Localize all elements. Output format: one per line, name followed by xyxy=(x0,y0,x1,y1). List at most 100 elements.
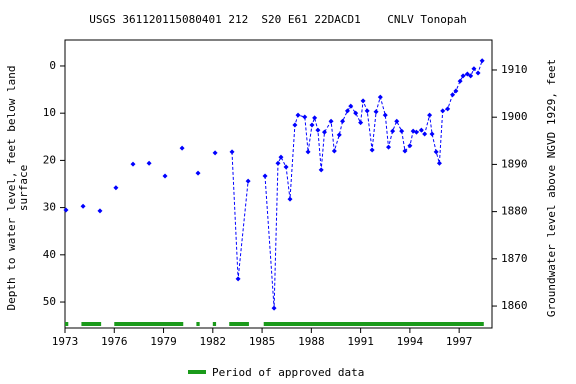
data-point xyxy=(479,58,485,64)
data-point xyxy=(344,108,350,114)
x-tick-label: 1973 xyxy=(52,335,79,348)
data-point xyxy=(312,115,318,121)
data-point xyxy=(212,150,218,156)
data-point xyxy=(348,103,354,109)
data-point xyxy=(407,143,413,149)
data-point xyxy=(315,127,321,133)
data-point xyxy=(445,106,451,112)
data-point xyxy=(390,128,396,134)
data-point xyxy=(229,149,235,155)
approved-period xyxy=(212,322,217,326)
y-tick-label: 30 xyxy=(43,201,56,214)
data-point xyxy=(295,112,301,118)
data-point xyxy=(309,122,315,128)
chart-title: USGS 361120115080401 212 S20 E61 22DACD1… xyxy=(89,13,467,26)
approved-period xyxy=(114,322,184,326)
data-point xyxy=(399,128,405,134)
data-point xyxy=(427,112,433,118)
data-point xyxy=(331,148,337,154)
x-tick-label: 1976 xyxy=(101,335,128,348)
data-point xyxy=(418,127,424,133)
data-point xyxy=(275,160,281,166)
data-point xyxy=(162,173,168,179)
x-tick-label: 1982 xyxy=(200,335,227,348)
y-tick-label: 40 xyxy=(43,248,56,261)
data-point xyxy=(245,178,251,184)
y2-axis-label: Groundwater level above NGVD 1929, feet xyxy=(545,59,558,317)
x-tick-label: 1997 xyxy=(446,335,473,348)
data-point xyxy=(460,73,466,79)
data-point xyxy=(340,118,346,124)
data-point xyxy=(328,118,334,124)
data-point xyxy=(436,160,442,166)
y2-tick-label: 1860 xyxy=(501,299,528,312)
data-point xyxy=(321,129,327,135)
plot-frame xyxy=(64,39,493,329)
data-point xyxy=(179,145,185,151)
data-point xyxy=(283,164,289,170)
data-point xyxy=(457,78,463,84)
y-tick-label: 20 xyxy=(43,153,56,166)
data-point xyxy=(130,161,136,167)
x-tick-label: 1988 xyxy=(298,335,325,348)
approved-period xyxy=(263,322,484,326)
data-point xyxy=(413,129,419,135)
data-point xyxy=(305,149,311,155)
x-tick-label: 1991 xyxy=(347,335,374,348)
data-point xyxy=(278,154,284,160)
x-tick-label: 1985 xyxy=(249,335,276,348)
data-point xyxy=(373,109,379,115)
data-point xyxy=(364,108,370,114)
approved-period xyxy=(229,322,249,326)
x-tick-label: 1994 xyxy=(397,335,424,348)
data-point xyxy=(453,88,459,94)
y2-tick-label: 1890 xyxy=(501,157,528,170)
approved-period xyxy=(196,322,200,326)
data-point xyxy=(318,167,324,173)
data-point xyxy=(386,144,392,150)
data-point xyxy=(440,108,446,114)
y-axis-label: surface xyxy=(17,165,30,211)
data-point xyxy=(146,160,152,166)
y-tick-label: 0 xyxy=(49,59,56,72)
data-point xyxy=(63,207,69,213)
y-tick-label: 50 xyxy=(43,295,56,308)
y-axis-label: Depth to water level, feet below land xyxy=(5,65,18,310)
data-point xyxy=(302,114,308,120)
data-point xyxy=(429,131,435,137)
data-point xyxy=(353,110,359,116)
data-point xyxy=(360,98,366,104)
y2-tick-label: 1910 xyxy=(501,63,528,76)
data-point xyxy=(422,131,428,137)
data-point xyxy=(262,173,268,179)
data-point xyxy=(195,170,201,176)
y2-tick-label: 1880 xyxy=(501,205,528,218)
data-point xyxy=(97,208,103,214)
data-point xyxy=(292,122,298,128)
data-point xyxy=(394,118,400,124)
data-point xyxy=(450,92,456,98)
data-point xyxy=(468,73,474,79)
data-point xyxy=(113,185,119,191)
data-point xyxy=(287,196,293,202)
data-point xyxy=(377,94,383,100)
data-point xyxy=(433,149,439,155)
x-tick-label: 1979 xyxy=(150,335,177,348)
approved-period xyxy=(81,322,102,326)
data-point xyxy=(80,203,86,209)
data-point xyxy=(271,305,277,311)
approved-period xyxy=(65,322,69,326)
legend-label: Period of approved data xyxy=(212,366,364,379)
data-point xyxy=(336,132,342,138)
data-point xyxy=(464,71,470,77)
data-point xyxy=(235,276,241,282)
series-line xyxy=(231,60,483,309)
y-tick-label: 10 xyxy=(43,106,56,119)
data-point xyxy=(369,147,375,153)
y2-tick-label: 1900 xyxy=(501,110,528,123)
data-point xyxy=(402,148,408,154)
data-point xyxy=(471,66,477,72)
data-point xyxy=(475,70,481,76)
y2-tick-label: 1870 xyxy=(501,252,528,265)
